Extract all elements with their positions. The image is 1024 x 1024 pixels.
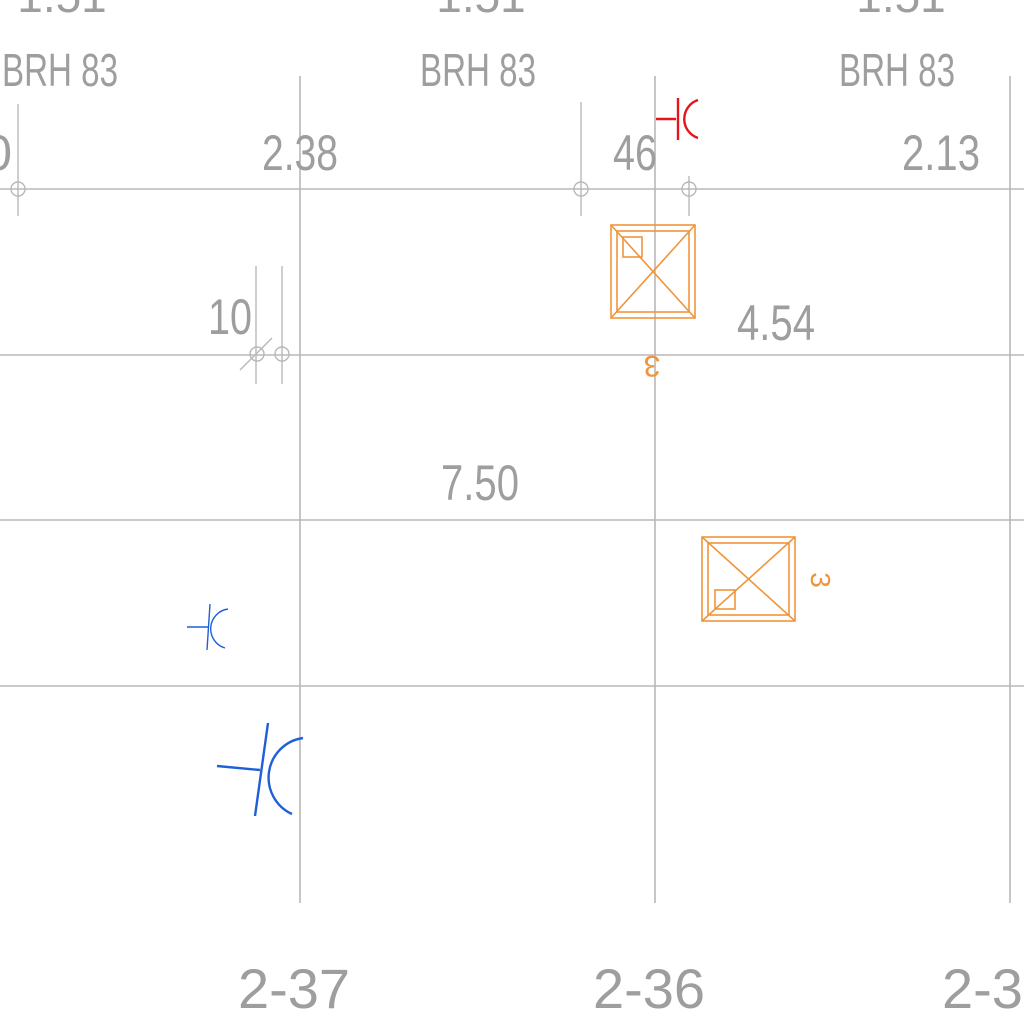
outlet-symbol-red[interactable] — [656, 98, 699, 140]
outlet-symbol-blue-large[interactable] — [216, 722, 304, 817]
dimension-ticks — [10, 102, 697, 384]
dimension-label: 10 — [208, 289, 252, 345]
dimension-node-circle — [274, 346, 290, 362]
dimension-node-circle — [249, 346, 265, 362]
brh-label: BRH 83 — [2, 44, 118, 96]
fixture-box-lower[interactable]: 3 — [701, 536, 836, 622]
outlet-symbol-blue-small[interactable] — [187, 603, 229, 651]
grid-axis-label: 2-37 — [238, 957, 350, 1020]
brh-label: BRH 83 — [420, 44, 536, 96]
grid-axis-label: 2-36 — [593, 957, 705, 1020]
dimension-labels: 0 2.38 46 2.13 10 4.54 7.50 — [0, 125, 980, 511]
grid-axis-labels: 2-37 2-36 2-3 — [238, 957, 1023, 1020]
dimension-label: 4.54 — [737, 295, 815, 351]
fixture-number-label: 3 — [644, 349, 661, 382]
fixture-corner-square — [714, 589, 736, 610]
dimension-label: 0 — [0, 125, 12, 181]
dimension-label: 7.50 — [441, 455, 519, 511]
top-value-label: 1.51 — [436, 0, 526, 22]
dimension-label: 2.38 — [262, 125, 338, 181]
top-value-label: 1.51 — [856, 0, 946, 22]
dimension-node-circle — [681, 181, 697, 197]
dimension-label: 46 — [613, 125, 657, 181]
grid-axis-label: 2-3 — [942, 957, 1023, 1020]
grid-lines — [0, 76, 1024, 903]
dimension-node-circle — [10, 181, 26, 197]
dimension-slash — [239, 337, 273, 371]
dimension-node-circle — [573, 181, 589, 197]
fixture-box-upper[interactable]: 3 — [610, 224, 696, 382]
dimension-label: 2.13 — [902, 125, 980, 181]
brh-label: BRH 83 — [839, 44, 955, 96]
fixture-corner-square — [622, 236, 643, 258]
top-labels: 1.51 BRH 83 1.51 BRH 83 1.51 BRH 83 — [2, 0, 955, 96]
top-value-label: 1.51 — [17, 0, 107, 22]
fixture-number-label: 3 — [805, 572, 836, 588]
